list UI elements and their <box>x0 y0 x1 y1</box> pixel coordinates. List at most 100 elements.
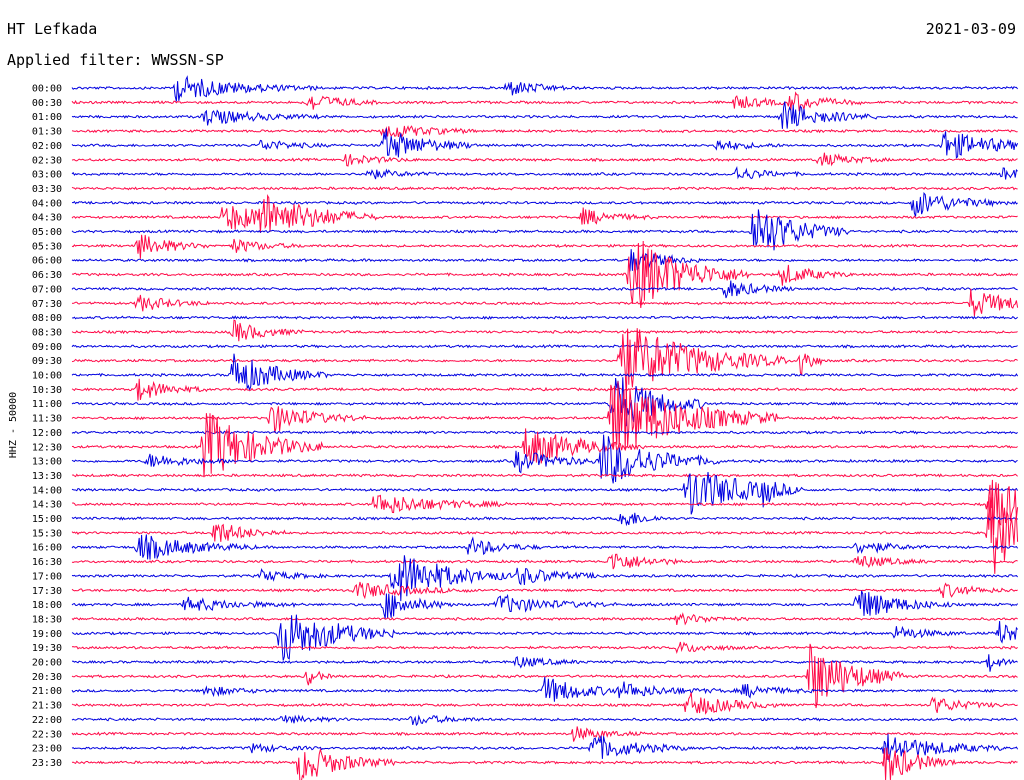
trace-row-8 <box>71 191 1018 217</box>
row-label-43: 21:30 <box>32 701 62 712</box>
trace-row-44 <box>71 714 1018 727</box>
trace-row-5 <box>71 152 1018 167</box>
row-label-group: 00:00 00:30 01:00 01:30 02:00 02:30 03:00 03:30… <box>32 84 62 769</box>
row-label-5: 02:30 <box>32 155 62 166</box>
row-label-17: 08:30 <box>32 327 62 338</box>
trace-row-3 <box>71 125 1018 138</box>
row-label-18: 09:00 <box>32 342 62 353</box>
row-label-47: 23:30 <box>32 758 62 769</box>
trace-row-7 <box>71 186 1018 191</box>
trace-row-16 <box>71 315 1018 320</box>
trace-group <box>71 75 1019 780</box>
trace-row-37 <box>71 612 1018 626</box>
trace-row-42 <box>71 676 1018 702</box>
row-label-3: 01:30 <box>32 127 62 138</box>
trace-row-29 <box>71 479 1019 536</box>
trace-row-14 <box>71 280 1018 299</box>
row-label-30: 15:00 <box>32 514 62 525</box>
row-label-13: 06:30 <box>32 270 62 281</box>
trace-row-34 <box>71 555 1018 602</box>
trace-row-1 <box>71 91 1018 112</box>
trace-row-13 <box>71 240 1019 309</box>
row-label-15: 07:30 <box>32 299 62 310</box>
trace-row-47 <box>71 747 1018 780</box>
trace-row-36 <box>71 590 1018 619</box>
trace-row-21 <box>71 378 1018 401</box>
trace-row-23 <box>71 381 1018 451</box>
row-label-34: 17:00 <box>32 571 62 582</box>
trace-row-33 <box>71 553 1018 570</box>
row-label-27: 13:30 <box>32 471 62 482</box>
row-label-8: 04:00 <box>32 198 62 209</box>
trace-row-30 <box>71 512 1018 527</box>
row-label-12: 06:00 <box>32 256 62 267</box>
row-label-31: 15:30 <box>32 528 62 539</box>
row-label-16: 08:00 <box>32 313 62 324</box>
trace-row-4 <box>71 128 1019 159</box>
trace-row-26 <box>71 434 1018 484</box>
row-label-20: 10:00 <box>32 371 62 382</box>
row-label-46: 23:00 <box>32 744 62 755</box>
row-label-22: 11:00 <box>32 399 62 410</box>
row-label-0: 00:00 <box>32 84 62 95</box>
row-label-33: 16:30 <box>32 557 62 568</box>
trace-row-38 <box>71 614 1018 661</box>
row-label-19: 09:30 <box>32 356 62 367</box>
trace-row-15 <box>71 288 1019 316</box>
row-label-41: 20:30 <box>32 672 62 683</box>
trace-row-11 <box>71 234 1019 259</box>
trace-row-28 <box>71 471 1019 515</box>
row-label-21: 10:30 <box>32 385 62 396</box>
trace-row-24 <box>71 430 1018 435</box>
row-label-25: 12:30 <box>32 442 62 453</box>
trace-row-0 <box>71 75 1018 102</box>
row-label-14: 07:00 <box>32 284 62 295</box>
trace-row-32 <box>71 534 1019 560</box>
trace-row-31 <box>71 484 1019 574</box>
y-axis-label: HHZ - 50000 <box>8 392 19 458</box>
trace-row-25 <box>71 413 1018 478</box>
trace-row-17 <box>71 319 1018 342</box>
row-label-1: 00:30 <box>32 98 62 109</box>
row-label-35: 17:30 <box>32 586 62 597</box>
row-label-11: 05:30 <box>32 241 62 252</box>
trace-row-35 <box>71 581 1018 600</box>
trace-row-39 <box>71 641 1018 655</box>
trace-row-9 <box>71 193 1018 234</box>
trace-row-20 <box>71 353 1019 392</box>
row-label-7: 03:30 <box>32 184 62 195</box>
row-label-9: 04:30 <box>32 213 62 224</box>
station-title: HT Lefkada <box>7 20 98 38</box>
row-label-24: 12:00 <box>32 428 62 439</box>
row-label-23: 11:30 <box>32 414 62 425</box>
row-label-36: 18:00 <box>32 600 62 611</box>
trace-row-45 <box>71 726 1018 742</box>
row-label-40: 20:00 <box>32 658 62 669</box>
date-label: 2021-03-09 <box>925 20 1016 38</box>
trace-row-6 <box>71 166 1018 180</box>
trace-row-40 <box>71 654 1018 672</box>
row-label-28: 14:00 <box>32 485 62 496</box>
trace-row-41 <box>71 643 1018 709</box>
row-label-45: 22:30 <box>32 729 62 740</box>
row-label-37: 18:30 <box>32 614 62 625</box>
trace-row-19 <box>71 328 1018 399</box>
row-label-42: 21:00 <box>32 686 62 697</box>
trace-row-43 <box>71 692 1018 715</box>
trace-row-2 <box>71 101 1018 129</box>
row-label-39: 19:30 <box>32 643 62 654</box>
trace-row-10 <box>71 209 1018 251</box>
row-label-4: 02:00 <box>32 141 62 152</box>
row-label-38: 19:00 <box>32 629 62 640</box>
row-label-29: 14:30 <box>32 500 62 511</box>
trace-row-12 <box>71 249 1018 272</box>
row-label-26: 13:00 <box>32 457 62 468</box>
row-label-2: 01:00 <box>32 112 62 123</box>
row-label-6: 03:00 <box>32 170 62 181</box>
trace-row-27 <box>71 473 1018 478</box>
row-label-44: 22:00 <box>32 715 62 726</box>
trace-row-22 <box>71 377 1019 427</box>
trace-row-46 <box>71 733 1019 762</box>
filter-label: Applied filter: WWSSN-SP <box>7 51 224 69</box>
